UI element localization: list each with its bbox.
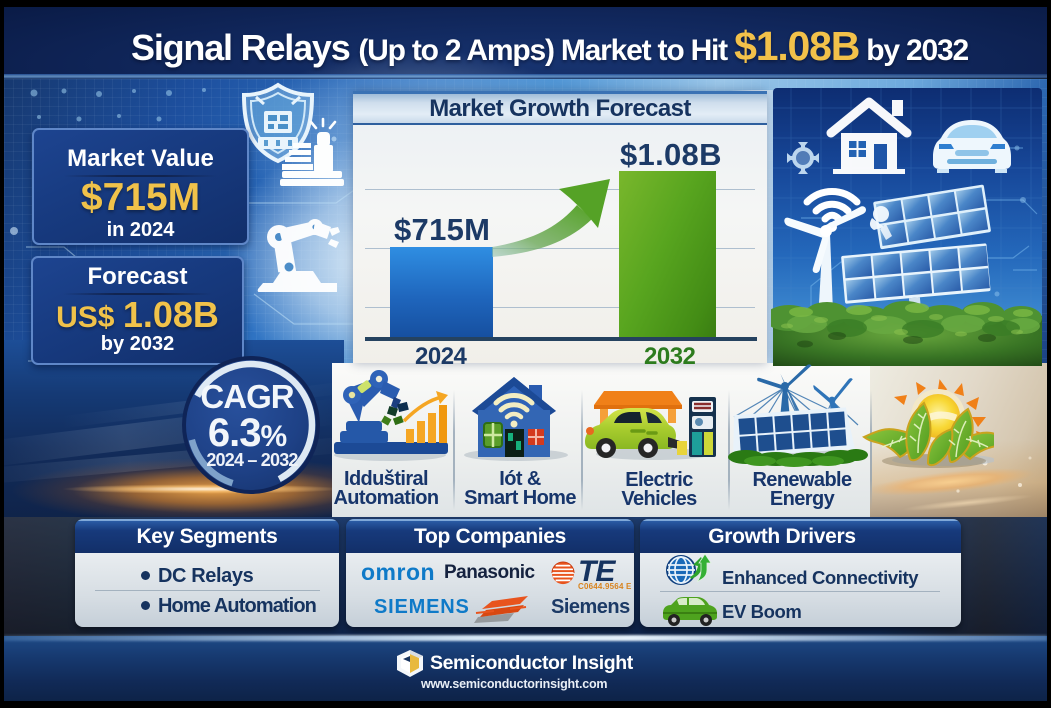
svg-text:6.3%: 6.3% (208, 411, 287, 455)
svg-text:CAGR: CAGR (200, 378, 294, 415)
svg-text:2024 – 2032: 2024 – 2032 (206, 450, 298, 470)
